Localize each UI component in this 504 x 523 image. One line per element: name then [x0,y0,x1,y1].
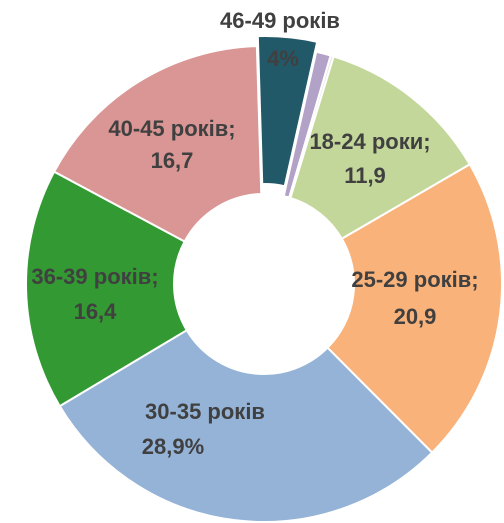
donut-slice [326,163,503,454]
value-label: 16,4 [74,299,118,324]
value-label: 11,9 [344,163,386,188]
donut-slice [256,35,319,188]
slice-label: 30-35 років [145,399,265,424]
donut-slice [25,170,189,408]
value-label: 16,7 [151,148,194,173]
value-label: 4% [267,46,299,71]
value-label: 28,9% [142,434,204,459]
donut-slice [58,328,434,523]
donut-slice [289,55,472,241]
value-label: 20,9 [394,304,437,329]
slice-label: 18-24 роки; [309,129,430,154]
slice-label: 25-29 років; [351,267,478,292]
donut-slice [52,45,263,243]
donut-slice [287,54,335,200]
slice-label: 36-39 років; [31,264,158,289]
slice-label: 40-45 років; [108,116,235,141]
slice-label: 46-49 років [220,8,340,33]
